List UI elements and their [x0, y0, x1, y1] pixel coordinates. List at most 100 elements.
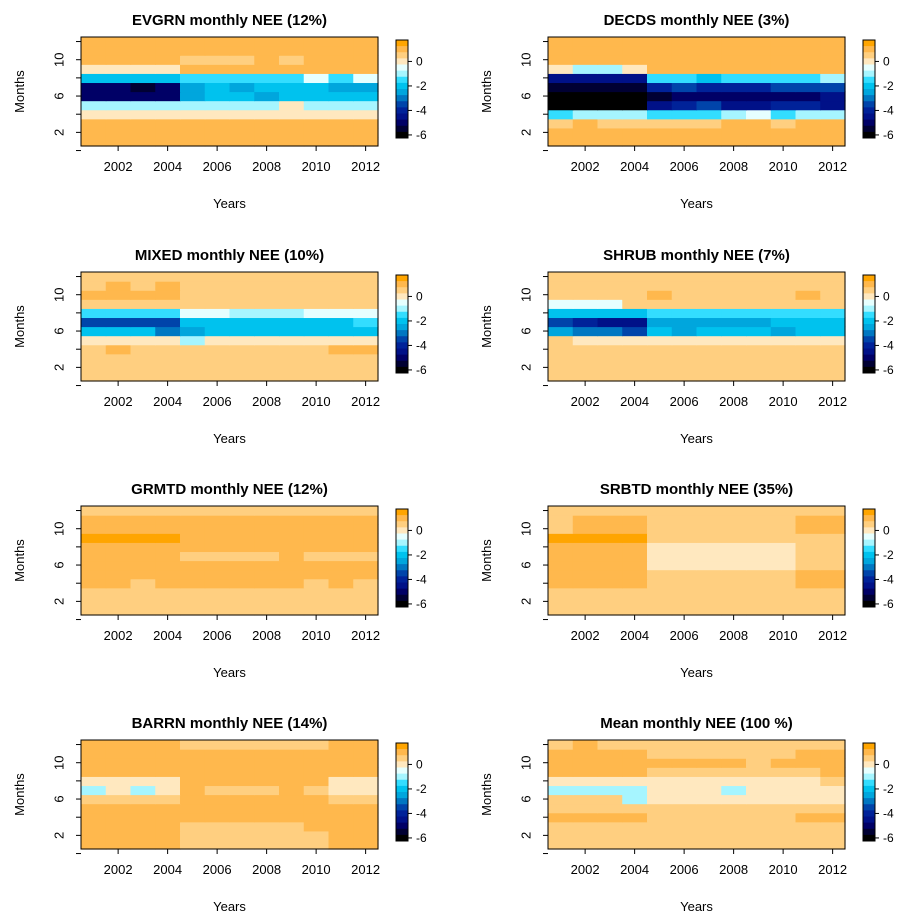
heatmap-cell [671, 353, 698, 364]
heatmap-cell [328, 515, 354, 525]
heatmap-cell [572, 803, 599, 814]
colorbar-swatch [396, 755, 408, 762]
heatmap-cell [671, 335, 698, 346]
colorbar-tick-label: -2 [416, 79, 427, 93]
heatmap-cell [81, 830, 107, 841]
heatmap-cell [328, 73, 354, 84]
heatmap-cell [130, 317, 156, 328]
heatmap-cell [328, 82, 354, 93]
colorbar-swatch [863, 588, 875, 596]
heatmap-cell [353, 569, 379, 580]
heatmap-cell [229, 118, 255, 129]
heatmap-cell [204, 542, 231, 553]
heatmap-cell [204, 506, 231, 516]
heatmap-cell [204, 64, 231, 74]
plot-frame [547, 505, 846, 616]
heatmap-cell [180, 785, 206, 796]
heatmap-cell [229, 290, 255, 300]
y-tick-label: 6 [518, 92, 533, 99]
heatmap-cell [548, 524, 574, 534]
heatmap-cell [746, 55, 772, 65]
heatmap-cell [254, 91, 280, 102]
heatmap-cell [204, 46, 231, 56]
heatmap-cell [254, 100, 280, 111]
heatmap-cell [820, 353, 846, 364]
heatmap-cell [180, 290, 206, 300]
heatmap-cell [105, 758, 132, 768]
heatmap-cell [548, 542, 574, 553]
heatmap-cell [303, 560, 330, 571]
heatmap-cell [105, 64, 132, 74]
colorbar-swatch [396, 366, 408, 374]
heatmap-cell [303, 515, 330, 525]
heatmap-cell [696, 560, 722, 571]
heatmap-cell [229, 740, 255, 750]
colorbar: 0 -2 -4 -6 [395, 274, 427, 377]
heatmap-cell [105, 533, 132, 543]
heatmap-cell [770, 317, 797, 328]
heatmap-cell [229, 794, 255, 805]
colorbar-swatch [396, 822, 408, 830]
heatmap-cell [353, 812, 379, 823]
colorbar-tick-label: -6 [883, 128, 894, 142]
heatmap-cell [647, 281, 673, 291]
heatmap-cell [746, 64, 772, 74]
heatmap-cell [229, 830, 255, 841]
colorbar-swatch [396, 834, 408, 842]
heatmap-cell [622, 299, 648, 309]
heatmap-cell [81, 344, 107, 355]
colorbar-swatch [863, 521, 875, 528]
heatmap-cell [229, 605, 255, 616]
heatmap-cell [671, 127, 698, 138]
heatmap-cell [204, 605, 231, 616]
heatmap-cell [548, 533, 574, 543]
heatmap-cell [622, 281, 648, 291]
heatmap-cell [746, 533, 772, 543]
heatmap-cell [81, 506, 107, 516]
heatmap-cell [746, 785, 772, 796]
y-tick-label: 2 [518, 832, 533, 839]
heatmap-cell [671, 839, 698, 850]
heatmap-cell [130, 82, 156, 93]
heatmap-cell [671, 73, 698, 84]
colorbar-swatch [396, 82, 408, 90]
heatmap-cell [155, 578, 181, 589]
heatmap-cell [254, 506, 280, 516]
colorbar-swatch [863, 281, 875, 288]
heatmap-cell [328, 281, 354, 291]
heatmap-cell [180, 136, 206, 147]
heatmap-cell [696, 118, 722, 129]
heatmap-cell [795, 569, 821, 580]
heatmap-cell [622, 587, 648, 598]
heatmap-cell [647, 776, 673, 787]
heatmap-cell [279, 533, 305, 543]
heatmap-cell [820, 136, 846, 147]
heatmap-cell [795, 371, 821, 382]
heatmap-cell [572, 335, 599, 346]
x-tick-label: 2004 [620, 628, 649, 643]
x-tick-label: 2012 [351, 159, 380, 174]
heatmap-cell [303, 91, 330, 102]
heatmap-cell [204, 308, 231, 319]
heatmap-cell [204, 740, 231, 750]
heatmap-cell [820, 515, 846, 525]
colorbar-tick-label: -4 [416, 572, 427, 586]
heatmap-cell [696, 767, 722, 777]
x-axis-label: Years [680, 899, 713, 914]
heatmap-cell [279, 118, 305, 129]
heatmap-cell [303, 73, 330, 84]
y-tick-label: 2 [51, 832, 66, 839]
heatmap-cell [572, 290, 599, 300]
heatmap-cell [746, 569, 772, 580]
heatmap-cell [548, 308, 574, 319]
heatmap-cell [180, 821, 206, 832]
heatmap-cell [303, 272, 330, 282]
y-tick-label: 6 [51, 561, 66, 568]
heatmap-cell [548, 803, 574, 814]
heatmap-cell [130, 740, 156, 750]
heatmap-cell [180, 82, 206, 93]
heatmap-cell [279, 371, 305, 382]
heatmap-cell [279, 326, 305, 337]
heatmap-cell [81, 281, 107, 291]
heatmap-cell [105, 335, 132, 346]
